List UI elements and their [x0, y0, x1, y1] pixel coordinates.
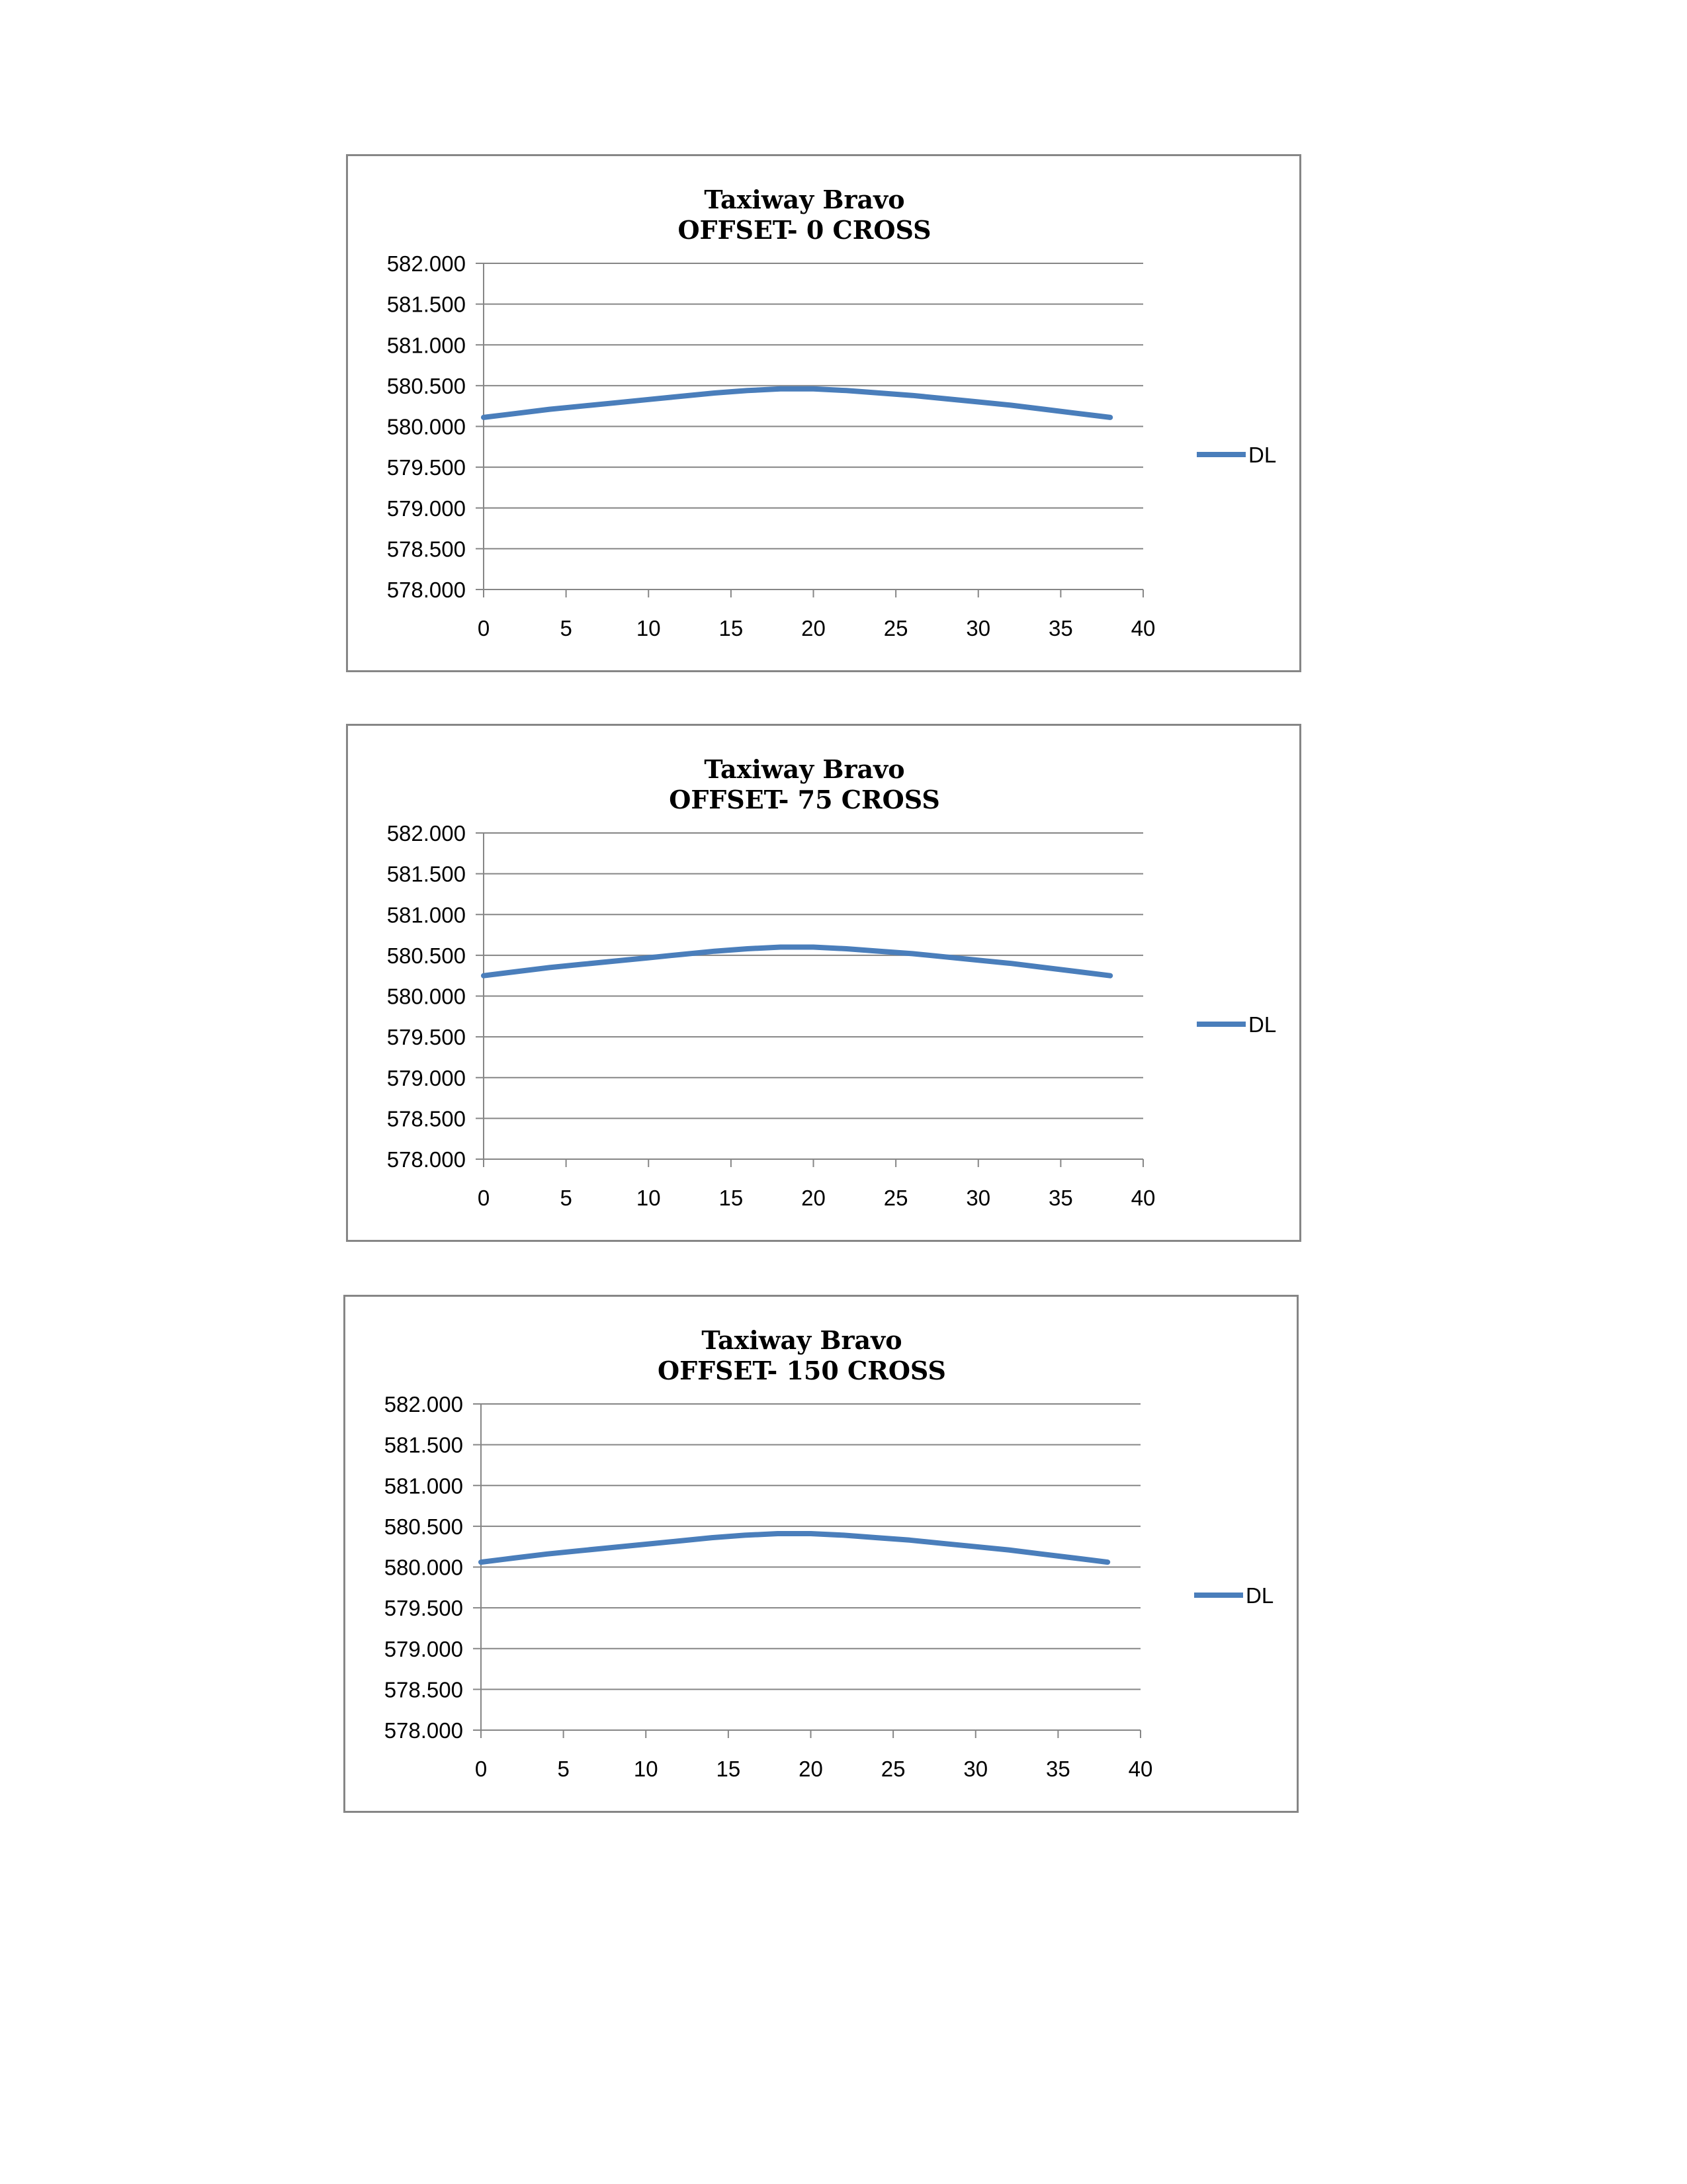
y-tick-label: 579.000: [384, 1637, 463, 1661]
x-tick-label: 10: [634, 1757, 658, 1781]
y-tick-label: 581.500: [387, 862, 466, 887]
x-tick-label: 15: [716, 1757, 741, 1781]
x-tick-label: 30: [966, 616, 990, 640]
chart-subtitle: OFFSET- 75 CROSS: [669, 785, 940, 814]
y-tick-label: 580.500: [387, 943, 466, 968]
x-tick-label: 35: [1049, 616, 1073, 640]
y-tick-label: 580.000: [384, 1555, 463, 1580]
x-tick-label: 10: [636, 616, 661, 640]
legend-label: DL: [1246, 1583, 1274, 1608]
x-tick-label: 40: [1131, 1186, 1156, 1210]
y-tick-label: 578.000: [384, 1718, 463, 1743]
x-tick-label: 40: [1131, 616, 1156, 640]
chart-title: Taxiway Bravo: [704, 754, 904, 784]
y-tick-label: 579.500: [384, 1596, 463, 1620]
y-tick-label: 578.500: [384, 1677, 463, 1702]
x-tick-label: 5: [557, 1757, 569, 1781]
y-tick-label: 578.500: [387, 1106, 466, 1131]
y-tick-label: 581.500: [384, 1433, 463, 1458]
y-tick-label: 582.000: [387, 821, 466, 846]
chart-subtitle: OFFSET- 150 CROSS: [658, 1356, 946, 1385]
chart-panel-offset-75: Taxiway Bravo OFFSET- 75 CROSS 582.000 58…: [346, 724, 1301, 1242]
x-tick-label: 20: [801, 1186, 826, 1210]
x-tick-label: 40: [1129, 1757, 1153, 1781]
x-tick-label: 15: [719, 616, 744, 640]
x-tick-label: 0: [478, 616, 490, 640]
x-tick-label: 25: [884, 1186, 908, 1210]
y-tick-label: 581.000: [387, 333, 466, 357]
chart-svg: Taxiway Bravo OFFSET- 150 CROSS 582.000 5…: [384, 1325, 1274, 1781]
y-tick-label: 581.500: [387, 292, 466, 317]
x-tick-label: 15: [719, 1186, 744, 1210]
series-line-dl: [478, 1531, 1111, 1565]
legend-label: DL: [1248, 1012, 1276, 1037]
legend-label: DL: [1248, 443, 1276, 467]
x-tick-label: 35: [1046, 1757, 1070, 1781]
y-tick-label: 580.500: [384, 1514, 463, 1539]
chart-title: Taxiway Bravo: [704, 185, 904, 214]
y-tick-label: 582.000: [387, 251, 466, 276]
chart-svg: Taxiway Bravo OFFSET- 0 CROSS 582.000 581…: [387, 185, 1276, 640]
x-tick-label: 35: [1049, 1186, 1073, 1210]
x-tick-label: 25: [881, 1757, 906, 1781]
x-tick-label: 5: [560, 616, 572, 640]
y-tick-label: 579.000: [387, 1066, 466, 1090]
x-tick-label: 20: [799, 1757, 823, 1781]
chart-panel-offset-0: Taxiway Bravo OFFSET- 0 CROSS 582.000 581…: [346, 154, 1301, 672]
x-tick-label: 25: [884, 616, 908, 640]
y-tick-label: 579.500: [387, 455, 466, 480]
y-tick-label: 578.500: [387, 537, 466, 561]
x-tick-label: 30: [963, 1757, 988, 1781]
x-tick-label: 0: [475, 1757, 487, 1781]
y-tick-label: 578.000: [387, 578, 466, 602]
chart-title: Taxiway Bravo: [701, 1325, 902, 1355]
y-tick-label: 579.500: [387, 1025, 466, 1049]
y-tick-label: 582.000: [384, 1392, 463, 1417]
y-tick-label: 581.000: [384, 1473, 463, 1498]
chart-panel-offset-150: Taxiway Bravo OFFSET- 150 CROSS 582.000 5…: [343, 1295, 1299, 1813]
chart-svg: Taxiway Bravo OFFSET- 75 CROSS 582.000 58…: [387, 754, 1276, 1210]
y-tick-label: 580.000: [387, 415, 466, 439]
chart-subtitle: OFFSET- 0 CROSS: [677, 215, 931, 245]
y-tick-label: 581.000: [387, 902, 466, 927]
series-line-dl: [481, 944, 1113, 979]
y-tick-label: 579.000: [387, 496, 466, 521]
x-tick-label: 5: [560, 1186, 572, 1210]
series-line-dl: [481, 386, 1113, 420]
x-tick-label: 10: [636, 1186, 661, 1210]
y-tick-label: 578.000: [387, 1147, 466, 1172]
x-tick-label: 30: [966, 1186, 990, 1210]
x-tick-label: 20: [801, 616, 826, 640]
y-tick-label: 580.500: [387, 374, 466, 398]
x-tick-label: 0: [478, 1186, 490, 1210]
y-tick-label: 580.000: [387, 984, 466, 1009]
